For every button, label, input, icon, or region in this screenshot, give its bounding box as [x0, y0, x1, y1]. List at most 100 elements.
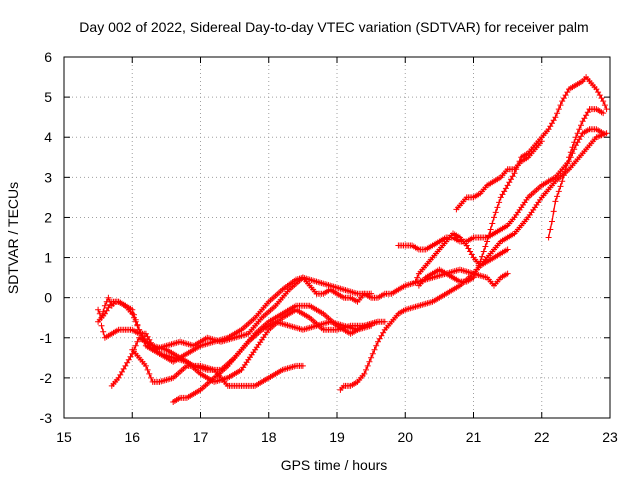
data-point	[479, 253, 485, 260]
y-tick-label: -3	[40, 410, 53, 426]
data-point	[485, 232, 492, 239]
data-point	[374, 318, 381, 325]
x-tick-labels: 15 16 17 18 19 20 21 22 23	[56, 429, 618, 445]
data-point	[557, 102, 564, 109]
data-point	[552, 198, 559, 205]
data-point	[584, 109, 591, 116]
data-point	[105, 294, 112, 301]
data-point	[132, 342, 139, 349]
data-point	[100, 328, 107, 335]
data-point	[560, 172, 567, 179]
data-point	[578, 122, 584, 129]
y-tick-labels: -3 -2 -1 0 1 2 3 4 5 6	[40, 49, 53, 426]
y-tick-label: -1	[40, 330, 53, 346]
data-point	[134, 338, 141, 345]
series-track-5	[129, 346, 306, 389]
data-point	[549, 218, 555, 225]
data-point	[601, 102, 608, 109]
x-tick-label: 20	[397, 429, 413, 445]
data-point	[98, 322, 105, 329]
data-point	[412, 278, 419, 285]
data-point	[538, 138, 545, 145]
data-point	[373, 342, 380, 349]
x-tick-label: 19	[329, 429, 345, 445]
x-tick-label: 22	[534, 429, 550, 445]
data-point	[600, 98, 607, 105]
data-point	[482, 243, 489, 250]
x-tick-label: 16	[124, 429, 140, 445]
axis-ticks	[63, 56, 611, 419]
data-point	[545, 234, 552, 241]
y-tick-label: 0	[44, 290, 52, 306]
y-tick-label: -2	[40, 370, 53, 386]
series-line	[418, 76, 608, 287]
data-point	[564, 160, 571, 167]
data-point	[496, 199, 503, 206]
data-point	[148, 374, 154, 381]
data-point	[361, 370, 368, 377]
y-tick-label: 3	[44, 169, 52, 185]
data-point	[468, 251, 475, 258]
data-point	[101, 302, 108, 309]
data-point	[574, 130, 581, 137]
data-point	[371, 346, 378, 353]
data-point	[504, 182, 511, 189]
data-point	[552, 114, 559, 121]
data-point	[414, 274, 421, 281]
data-point	[489, 220, 496, 227]
data-point	[487, 226, 494, 233]
data-point	[504, 246, 511, 253]
data-point	[555, 106, 562, 113]
x-tick-label: 17	[193, 429, 209, 445]
data-point	[547, 226, 554, 233]
data-point	[144, 366, 151, 373]
y-axis-title: SDTVAR / TECUs	[5, 182, 21, 294]
data-point	[369, 350, 376, 357]
data-point	[134, 321, 141, 328]
data-point	[131, 311, 137, 318]
data-point	[600, 110, 607, 117]
x-tick-label: 15	[56, 429, 72, 445]
data-point	[95, 306, 102, 313]
data-point	[146, 370, 153, 377]
data-point	[381, 318, 388, 325]
series-track-6	[170, 302, 381, 405]
data-point	[473, 266, 480, 273]
series-layer	[95, 74, 610, 405]
data-point	[477, 258, 484, 265]
data-point	[567, 149, 574, 156]
x-axis-title: GPS time / hours	[281, 457, 388, 473]
data-point	[555, 188, 562, 195]
data-point	[363, 366, 369, 373]
series-track-13	[545, 106, 607, 241]
data-point	[122, 362, 129, 369]
data-point	[484, 238, 491, 245]
data-point	[472, 270, 479, 277]
data-point	[470, 274, 477, 281]
data-point	[132, 316, 139, 323]
y-tick-label: 6	[44, 49, 52, 65]
data-point	[576, 126, 583, 133]
data-point	[491, 214, 497, 221]
data-point	[364, 362, 371, 369]
x-tick-label: 18	[261, 429, 277, 445]
y-tick-label: 2	[44, 209, 52, 225]
data-point	[480, 248, 487, 255]
data-point	[566, 154, 572, 161]
data-point	[129, 306, 136, 313]
data-point	[554, 193, 561, 200]
data-point	[550, 208, 557, 215]
x-tick-label: 23	[602, 429, 618, 445]
x-tick-label: 21	[466, 429, 482, 445]
data-point	[559, 178, 566, 185]
data-point	[366, 358, 373, 365]
data-point	[572, 134, 579, 141]
data-point	[142, 362, 149, 369]
y-tick-label: 5	[44, 89, 52, 105]
data-point	[562, 166, 569, 173]
data-point	[368, 354, 375, 361]
data-point	[571, 139, 578, 146]
series-track-9	[395, 126, 607, 253]
y-tick-label: 1	[44, 250, 52, 266]
series-track-12	[453, 138, 545, 213]
